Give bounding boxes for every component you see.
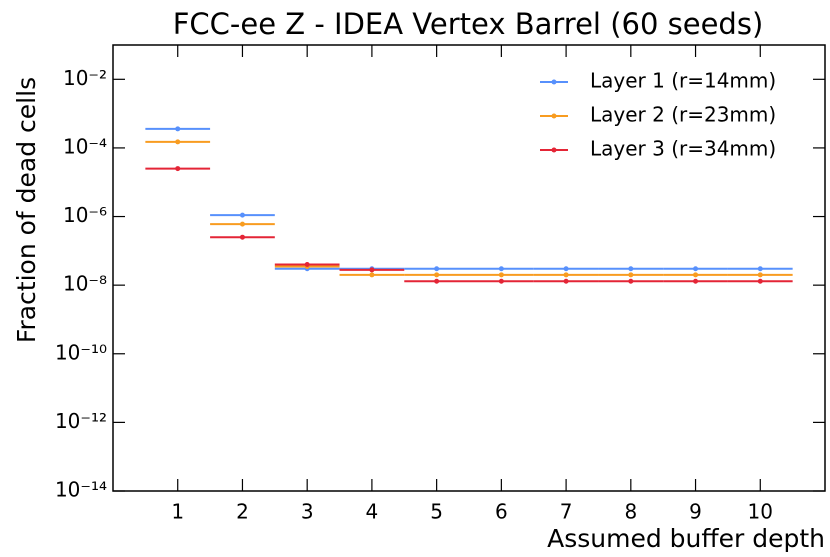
data-point [757, 266, 763, 272]
data-point [239, 234, 245, 240]
data-point [369, 272, 375, 278]
data-point [175, 166, 181, 172]
data-point [498, 266, 504, 272]
y-tick-label: 10⁻¹⁴ [55, 478, 107, 502]
data-point [304, 261, 310, 267]
x-axis-label: Assumed buffer depth [547, 524, 825, 553]
y-tick-label: 10⁻² [63, 66, 107, 90]
x-tick-label: 9 [689, 500, 702, 524]
data-point [563, 272, 569, 278]
data-point [563, 266, 569, 272]
legend-label: Layer 1 (r=14mm) [590, 69, 776, 93]
data-point [434, 266, 440, 272]
data-point [693, 272, 699, 278]
data-point [175, 139, 181, 145]
data-point [693, 266, 699, 272]
data-point [239, 221, 245, 227]
data-point [434, 272, 440, 278]
data-point [628, 278, 634, 284]
x-tick-label: 3 [301, 500, 314, 524]
x-tick-label: 1 [171, 500, 184, 524]
data-point [563, 278, 569, 284]
data-point [239, 212, 245, 218]
x-tick-label: 8 [624, 500, 637, 524]
data-point [757, 272, 763, 278]
legend-marker [551, 147, 557, 153]
x-tick-label: 7 [560, 500, 573, 524]
y-tick-label: 10⁻¹² [55, 409, 107, 433]
y-axis-label: Fraction of dead cells [12, 77, 41, 343]
legend-label: Layer 2 (r=23mm) [590, 103, 776, 127]
x-tick-label: 4 [366, 500, 379, 524]
legend-label: Layer 3 (r=34mm) [590, 137, 776, 161]
legend-marker [551, 113, 557, 119]
x-tick-label: 10 [748, 500, 773, 524]
y-tick-label: 10⁻⁶ [63, 203, 107, 227]
data-point [498, 278, 504, 284]
data-point [628, 266, 634, 272]
x-tick-label: 2 [236, 500, 249, 524]
y-tick-label: 10⁻⁸ [63, 272, 107, 296]
data-point [434, 278, 440, 284]
data-point [757, 278, 763, 284]
plot-frame [112, 44, 826, 492]
data-point [693, 278, 699, 284]
x-tick-label: 5 [430, 500, 443, 524]
y-tick-label: 10⁻⁴ [63, 134, 107, 158]
y-tick-label: 10⁻¹⁰ [55, 340, 107, 364]
data-point [628, 272, 634, 278]
legend-marker [551, 79, 557, 85]
data-point [175, 126, 181, 132]
x-tick-label: 6 [495, 500, 508, 524]
data-point [498, 272, 504, 278]
chart-title: FCC-ee Z - IDEA Vertex Barrel (60 seeds) [173, 7, 764, 41]
data-point [369, 267, 375, 273]
